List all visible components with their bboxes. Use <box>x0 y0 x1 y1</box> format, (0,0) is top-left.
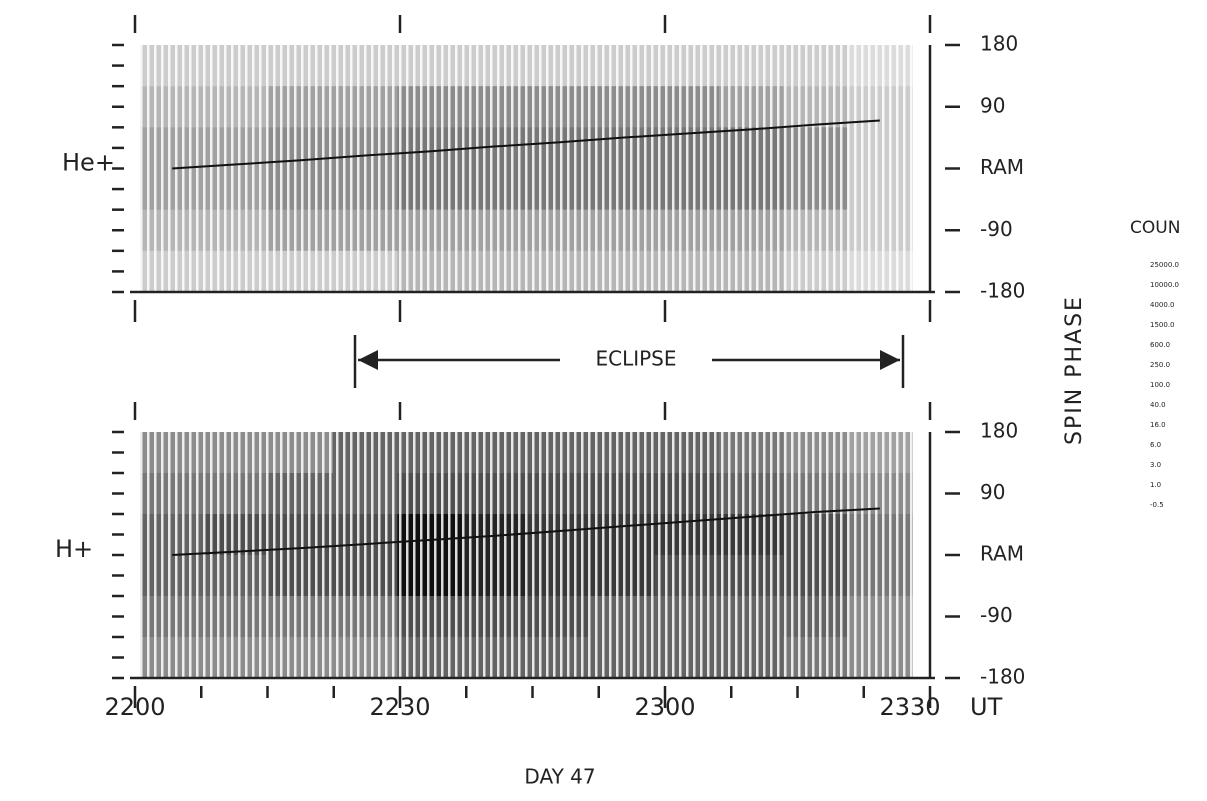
x-tick-label: 2300 <box>634 693 695 721</box>
y-tick-label: -90 <box>980 603 1013 627</box>
colorbar-level: 40.0 <box>1150 401 1166 409</box>
colorbar-level: 1.0 <box>1150 481 1161 489</box>
panel-label: He+ <box>62 149 115 177</box>
y-tick-label: -180 <box>980 665 1025 689</box>
eclipse-marker: ECLIPSE <box>353 335 905 388</box>
x-tick-label: 2200 <box>104 693 165 721</box>
y-tick-label: 90 <box>980 93 1005 117</box>
plots: He+ 180 90 RAM -90 -180 H+ 180 90 RAM -90 -180 <box>55 15 1025 708</box>
colorbar-level: 1500.0 <box>1150 321 1175 329</box>
panel-label: H+ <box>55 535 93 563</box>
colorbar-title: COUN <box>1130 218 1180 238</box>
colorbar-level: 100.0 <box>1150 381 1170 389</box>
x-unit: UT <box>970 693 1003 721</box>
y-tick-label: -180 <box>980 279 1025 303</box>
colorbar-level: 25000.0 <box>1150 261 1179 269</box>
y-tick-label: RAM <box>980 155 1024 179</box>
colorbar-level: 600.0 <box>1150 341 1170 349</box>
y-tick-label: -90 <box>980 217 1013 241</box>
y-axis-label: SPIN PHASE <box>1062 295 1087 445</box>
colorbar-level: 16.0 <box>1150 421 1166 429</box>
y-tick-label: RAM <box>980 542 1024 566</box>
colorbar-level: 6.0 <box>1150 441 1161 449</box>
x-tick-label: 2230 <box>369 693 430 721</box>
stripe-overlay <box>140 45 912 292</box>
x-axis-label: DAY 47 <box>524 765 595 789</box>
x-tick-label: 2330 <box>879 693 940 721</box>
colorbar-level: -0.5 <box>1150 501 1164 509</box>
colorbar: 25000.0 10000.0 4000.0 1500.0 600.0 250.0 100.… <box>1150 261 1179 509</box>
eclipse-label: ECLIPSE <box>595 347 676 371</box>
y-tick-label: 180 <box>980 32 1018 56</box>
colorbar-level: 4000.0 <box>1150 301 1175 309</box>
ram-line <box>172 119 880 170</box>
colorbar-level: 250.0 <box>1150 361 1170 369</box>
stripe-overlay <box>140 432 912 678</box>
colorbar-level: 3.0 <box>1150 461 1161 469</box>
colorbar-level: 10000.0 <box>1150 281 1179 289</box>
y-tick-label: 90 <box>980 480 1005 504</box>
y-tick-label: 180 <box>980 419 1018 443</box>
ram-line <box>172 507 880 556</box>
